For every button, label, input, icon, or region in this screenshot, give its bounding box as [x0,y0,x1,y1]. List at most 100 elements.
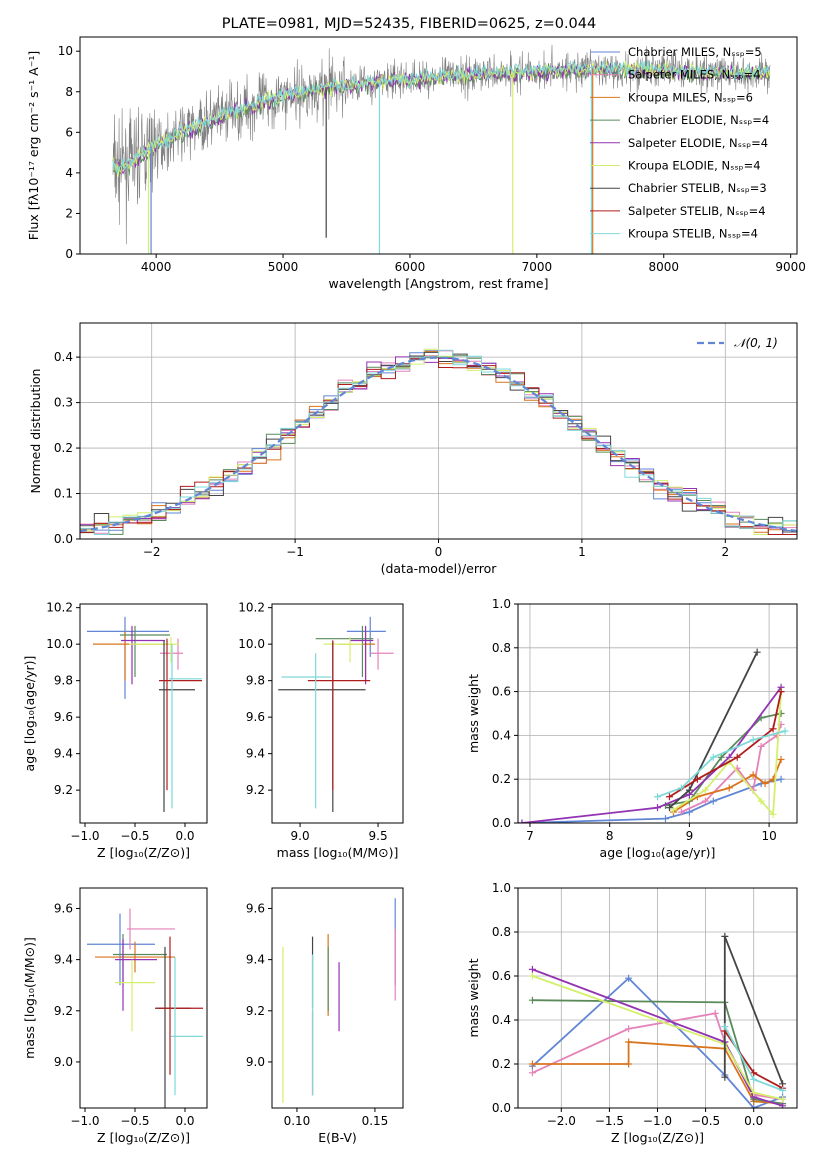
errorbar-point [171,957,203,1096]
y-axis-label: mass weight [466,958,481,1037]
mass-weight-marker [717,753,725,761]
x-tick-label: 0.10 [284,1114,311,1128]
x-axis-label: Z [log₁₀(Z/Z⊙)] [97,845,190,860]
errorbar-point [115,939,157,1011]
x-tick-label: 9 [686,829,694,843]
x-tick-label: 9000 [775,260,806,274]
errorbar-point [159,638,202,791]
mass-weight-marker [669,806,677,814]
y-tick-label: 9.6 [54,710,73,724]
y-tick-label: 9.6 [246,901,265,915]
y-tick-label: 9.2 [246,783,265,797]
x-tick-label: −2 [143,545,161,559]
errorbar-point [129,636,179,663]
axes-frame [517,603,798,824]
x-tick-label: 0.0 [744,1114,763,1128]
errorbar-point [121,625,165,685]
y-axis-label: mass [log₁₀(M/M⊙)] [22,937,37,1059]
y-tick-label: 9.4 [54,747,73,761]
y-tick-label: 2 [65,206,73,220]
y-tick-label: 9.8 [54,674,73,688]
panel-zmass: −1.0 −0.5 0.0 9.0 9.2 9.4 9.6 Z [log₁₀(Z/Z⊙)] ma… [22,887,208,1145]
mass-weight-marker [693,775,701,783]
mass-weight-line [672,691,782,817]
x-axis-label: Z [log₁₀(Z/Z⊙)] [97,1130,190,1145]
plot-area [87,616,202,813]
y-tick-label: 0.1 [54,487,73,501]
mass-weight-marker [701,797,709,805]
errorbar-point [278,640,366,813]
y-axis-label: Flux [fλ10⁻¹⁷ erg cm⁻² s⁻¹ A⁻¹] [26,51,41,240]
errorbar-point [323,636,363,663]
mass-weight-marker [685,786,693,794]
y-tick-label: 0.6 [492,685,511,699]
x-tick-label: 10 [761,829,776,843]
mass-weight-marker [721,1023,729,1031]
errorbar-point [87,616,169,699]
mass-weight-marker [733,753,741,761]
x-tick-label: −1.5 [595,1114,624,1128]
x-tick-label: 6000 [395,260,426,274]
mass-weight-marker [757,797,765,805]
mass-weight-marker [750,1089,758,1097]
mass-weight-line [521,778,782,823]
y-tick-label: 0.0 [54,532,73,546]
errorbar-point [159,640,195,813]
x-tick-label: 2 [721,545,729,559]
y-tick-label: 9.2 [54,783,73,797]
y-tick-label: 9.6 [54,901,73,915]
y-tick-label: 0.4 [492,728,511,742]
errorbar-point [115,959,155,1032]
y-tick-label: 10 [58,44,73,58]
errorbar-point [307,640,371,791]
mass-weight-marker [677,784,685,792]
y-tick-label: 0.2 [492,772,511,786]
x-tick-label: −0.5 [691,1114,720,1128]
mass-weight-marker [777,710,785,717]
mass-weight-marker [779,1095,787,1103]
y-tick-label: 6 [65,125,73,139]
mass-weight-line [665,712,782,807]
panel-massage: 9.0 9.5 9.2 9.4 9.6 9.8 10.0 10.2 mass [log₁₀(M/… [238,601,404,860]
errorbar-point [169,644,202,809]
mass-weight-marker [528,965,536,973]
mass-weight-marker [709,753,717,761]
errorbar-point [370,638,394,670]
x-tick-label: −1.0 [643,1114,672,1128]
errorbar-point [315,625,374,677]
y-tick-label: 1.0 [492,881,511,895]
chart-title: PLATE=0981, MJD=52435, FIBERID=0625, z=0… [222,16,596,32]
y-tick-label: 9.4 [246,953,265,967]
mass-weight-marker [761,780,769,788]
mass-weight-line [521,686,782,823]
mass-weight-marker [749,736,757,744]
legend-entry: Chabrier STELIB, Nₛₛₚ=3 [628,181,767,195]
panel-zage: −1.0 −0.5 0.0 9.2 9.4 9.6 9.8 10.0 10.2 Z [log₁₀(… [22,601,208,860]
errorbar-point [349,625,374,685]
x-tick-label: −1.0 [70,1114,99,1128]
y-tick-label: 10.2 [46,601,73,615]
y-tick-label: 0.0 [492,1101,511,1115]
plot-area [87,908,203,1108]
errorbar-point [95,941,175,973]
x-axis-label: age [log₁₀(age/yr)] [600,845,716,860]
axes-frame [79,36,798,255]
x-tick-label: −1.0 [70,829,99,843]
y-tick-label: 10.2 [238,601,265,615]
mass-weight-line [532,975,783,1101]
mass-weight-marker [677,808,685,816]
y-tick-label: 9.0 [246,1055,265,1069]
mass-weight-marker [721,1073,729,1081]
x-axis-label: Z [log₁₀(Z/Z⊙)] [611,1130,704,1145]
mass-weight-marker [528,996,536,1004]
mass-weight-line [681,724,782,813]
mass-weight-marker [625,1060,633,1068]
mass-weight-marker [654,804,661,812]
mass-weight-marker [625,1038,633,1046]
mass-weight-marker [528,1060,536,1068]
histogram-step [80,349,797,535]
axes-frame [79,603,208,824]
y-tick-label: 0.8 [492,641,511,655]
mass-weight-marker [721,932,729,940]
normal-curve-line [80,356,797,533]
